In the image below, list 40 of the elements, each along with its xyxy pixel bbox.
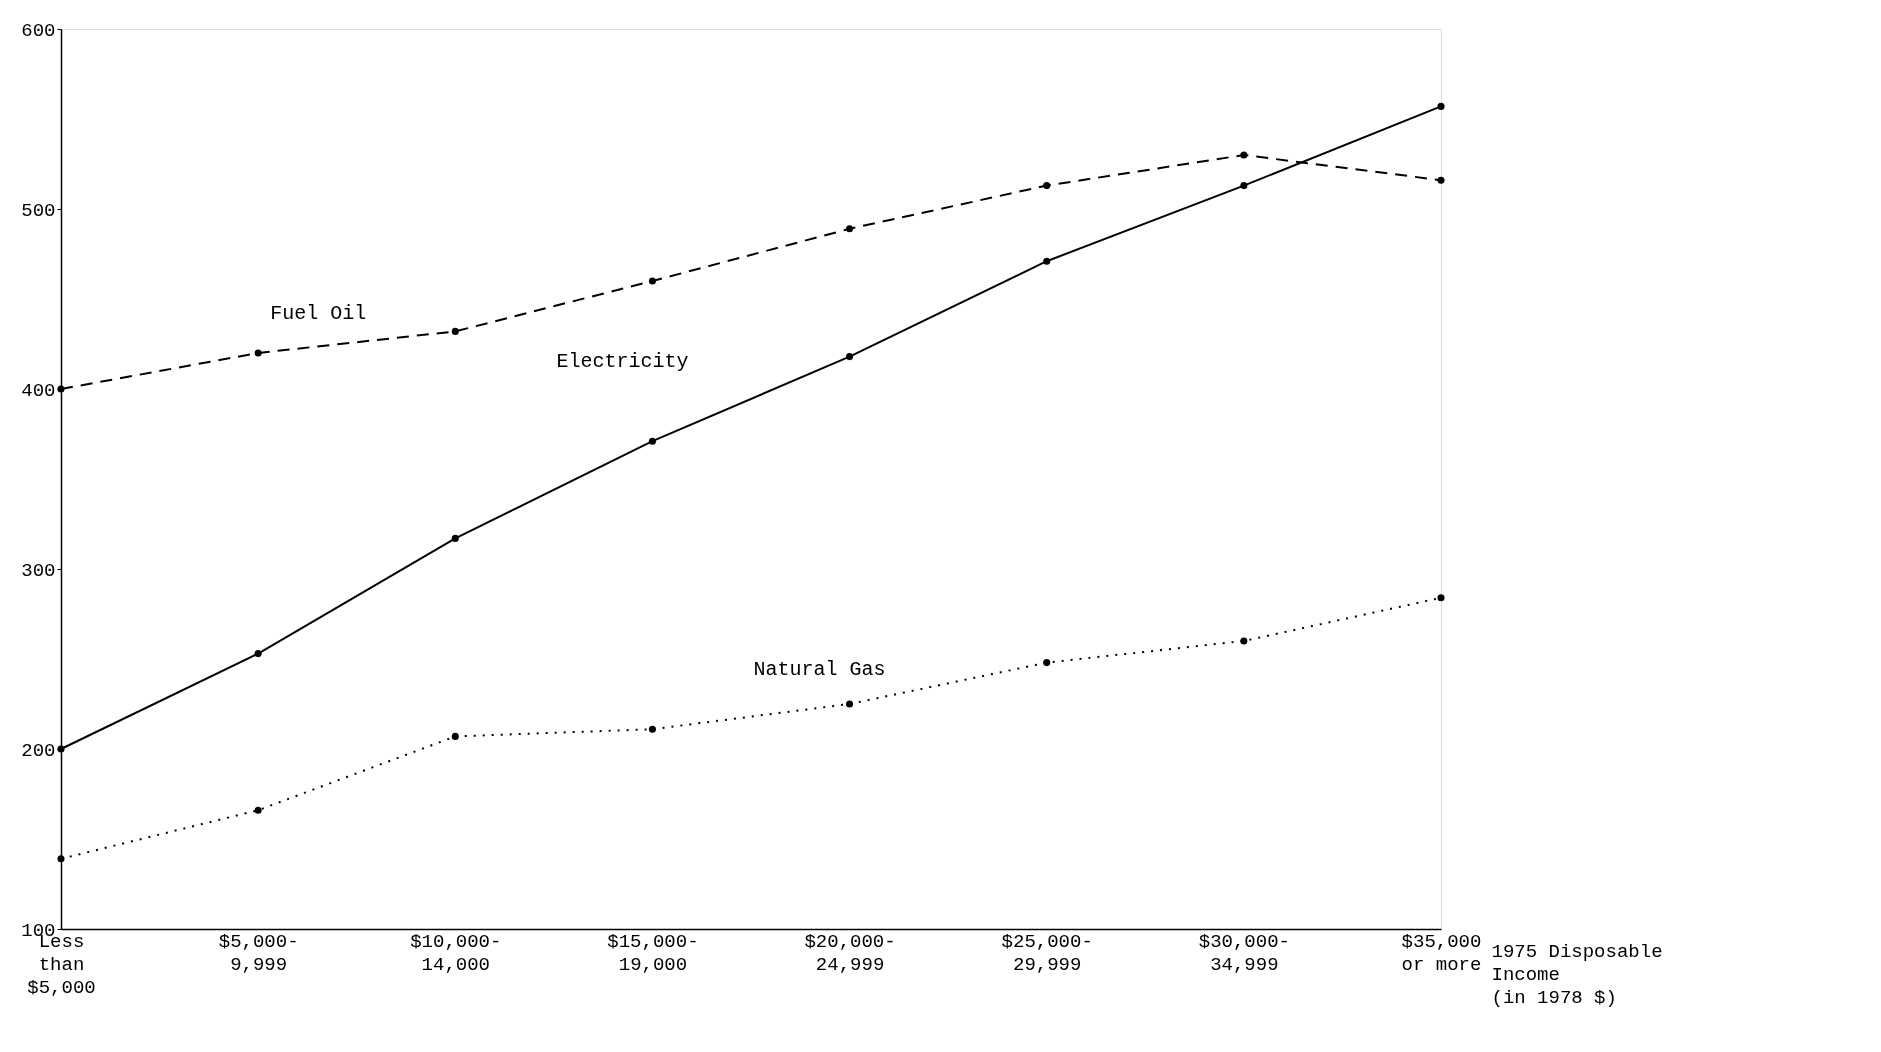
point [846, 225, 854, 233]
point [648, 725, 656, 733]
point [846, 700, 854, 708]
point [648, 277, 656, 285]
point [1043, 659, 1051, 667]
point [1437, 594, 1445, 602]
point [254, 650, 262, 658]
y-tick-label: 300 [21, 559, 56, 582]
point [57, 855, 65, 863]
point [1240, 182, 1248, 190]
y-tick-label: 400 [21, 379, 56, 402]
x-tick-label: $30,000- 34,999 [1198, 930, 1290, 976]
x-tick-label: $5,000- 9,999 [218, 930, 299, 976]
point [1043, 182, 1051, 190]
x-tick-label: $35,000 or more [1401, 930, 1482, 976]
text: Electricity [556, 350, 689, 374]
x-axis-title: 1975 Disposable Income (in 1978 $) [1491, 940, 1663, 1009]
series-label: Natural Gas [753, 658, 886, 681]
point [1240, 151, 1248, 159]
point [57, 745, 65, 753]
series-label: Fuel Oil [270, 302, 367, 325]
point [451, 534, 459, 542]
point [451, 327, 459, 335]
y-tick-label: 500 [21, 199, 56, 222]
point [648, 437, 656, 445]
x-tick-label: $10,000- 14,000 [410, 930, 502, 976]
point [254, 349, 262, 357]
point [451, 732, 459, 740]
point [254, 806, 262, 814]
point [1043, 257, 1051, 265]
x-tick-label: $15,000- 19,000 [607, 930, 699, 976]
y-tick-label: 200 [21, 739, 56, 762]
point [1437, 176, 1445, 184]
x-tick-label: $20,000- 24,999 [804, 930, 896, 976]
x-tick-label: $25,000- 29,999 [1001, 930, 1093, 976]
point [1437, 102, 1445, 110]
point [57, 385, 65, 393]
y-tick-label: 600 [21, 19, 56, 42]
point [1240, 637, 1248, 645]
point [846, 353, 854, 361]
